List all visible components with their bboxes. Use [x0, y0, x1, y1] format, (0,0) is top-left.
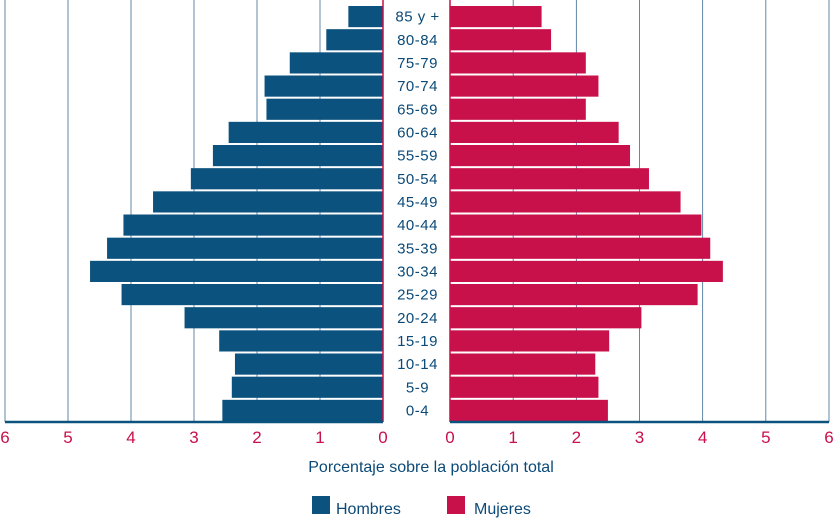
- bar-hombres-55-59: [212, 145, 383, 167]
- age-label: 15-19: [397, 333, 438, 350]
- bar-mujeres-25-29: [450, 284, 698, 306]
- bar-mujeres-60-64: [450, 121, 619, 143]
- age-label: 55-59: [397, 148, 438, 165]
- age-label: 60-64: [397, 124, 438, 141]
- bar-mujeres-20-24: [450, 307, 642, 329]
- age-labels: 0-4 5-9 10-14 15-19 20-24 25-29 30-34 35-39 40-4…: [395, 9, 439, 420]
- age-label: 35-39: [397, 240, 438, 257]
- legend-swatch-mujeres: [447, 496, 465, 514]
- age-label: 50-54: [397, 171, 438, 188]
- age-label: 5-9: [406, 379, 429, 396]
- age-label: 40-44: [397, 217, 438, 234]
- x-tick-left: 1: [315, 428, 324, 447]
- bar-hombres-85y+: [348, 6, 383, 28]
- axes: [5, 0, 829, 424]
- bar-mujeres-55-59: [450, 145, 631, 167]
- age-label: 45-49: [397, 194, 438, 211]
- legend: Hombres Mujeres: [312, 496, 531, 518]
- age-label: 65-69: [397, 101, 438, 118]
- bar-hombres-30-34: [90, 260, 384, 282]
- bar-hombres-65-69: [266, 98, 383, 120]
- x-tick-left: 4: [126, 428, 135, 447]
- tick-labels: 6 5 4 3 2 1 0 0 1 2 3 4 5 6: [0, 428, 833, 447]
- age-label: 80-84: [397, 32, 438, 49]
- bar-hombres-25-29: [121, 284, 384, 306]
- bar-hombres-0-4: [222, 399, 383, 421]
- x-tick-left: 2: [252, 428, 261, 447]
- age-label: 20-24: [397, 310, 438, 327]
- bar-mujeres-75-79: [450, 52, 586, 74]
- bar-hombres-80-84: [326, 29, 383, 51]
- legend-label-hombres: Hombres: [336, 501, 401, 518]
- bar-hombres-45-49: [153, 191, 383, 213]
- bar-hombres-40-44: [123, 214, 383, 236]
- bar-mujeres-5-9: [450, 376, 599, 398]
- x-tick-right: 6: [824, 428, 833, 447]
- x-tick-left: 6: [0, 428, 9, 447]
- x-tick-right: 2: [572, 428, 581, 447]
- bar-mujeres-30-34: [450, 260, 723, 282]
- bar-hombres-5-9: [231, 376, 383, 398]
- x-tick-right: 0: [445, 428, 454, 447]
- x-tick-left: 3: [189, 428, 198, 447]
- x-tick-right: 5: [761, 428, 770, 447]
- bar-hombres-50-54: [190, 168, 383, 190]
- bar-mujeres-50-54: [450, 168, 649, 190]
- bars: [90, 6, 723, 421]
- bar-mujeres-65-69: [450, 98, 586, 120]
- bar-hombres-75-79: [289, 52, 383, 74]
- age-label: 30-34: [397, 263, 438, 280]
- age-label: 10-14: [397, 356, 438, 373]
- bar-mujeres-45-49: [450, 191, 681, 213]
- bar-hombres-10-14: [234, 353, 383, 375]
- bar-mujeres-40-44: [450, 214, 702, 236]
- legend-label-mujeres: Mujeres: [474, 501, 531, 518]
- bar-mujeres-35-39: [450, 237, 711, 259]
- bar-mujeres-0-4: [450, 399, 608, 421]
- age-label: 75-79: [397, 55, 438, 72]
- x-tick-left: 0: [378, 428, 387, 447]
- bar-mujeres-85y+: [450, 6, 542, 28]
- bar-mujeres-80-84: [450, 29, 552, 51]
- bar-hombres-60-64: [228, 121, 383, 143]
- age-label: 0-4: [406, 402, 429, 419]
- bar-mujeres-10-14: [450, 353, 596, 375]
- x-tick-right: 4: [698, 428, 707, 447]
- x-tick-right: 1: [508, 428, 517, 447]
- bar-mujeres-15-19: [450, 330, 610, 352]
- age-label: 70-74: [397, 78, 438, 95]
- x-tick-left: 5: [63, 428, 72, 447]
- bar-hombres-35-39: [107, 237, 383, 259]
- legend-swatch-hombres: [312, 496, 330, 514]
- x-tick-right: 3: [635, 428, 644, 447]
- age-label: 25-29: [397, 287, 438, 304]
- bar-hombres-70-74: [264, 75, 383, 97]
- age-label: 85 y +: [395, 9, 439, 26]
- bar-hombres-15-19: [219, 330, 383, 352]
- bar-mujeres-70-74: [450, 75, 599, 97]
- bar-hombres-20-24: [184, 307, 383, 329]
- x-axis-label: Porcentaje sobre la población total: [308, 459, 554, 476]
